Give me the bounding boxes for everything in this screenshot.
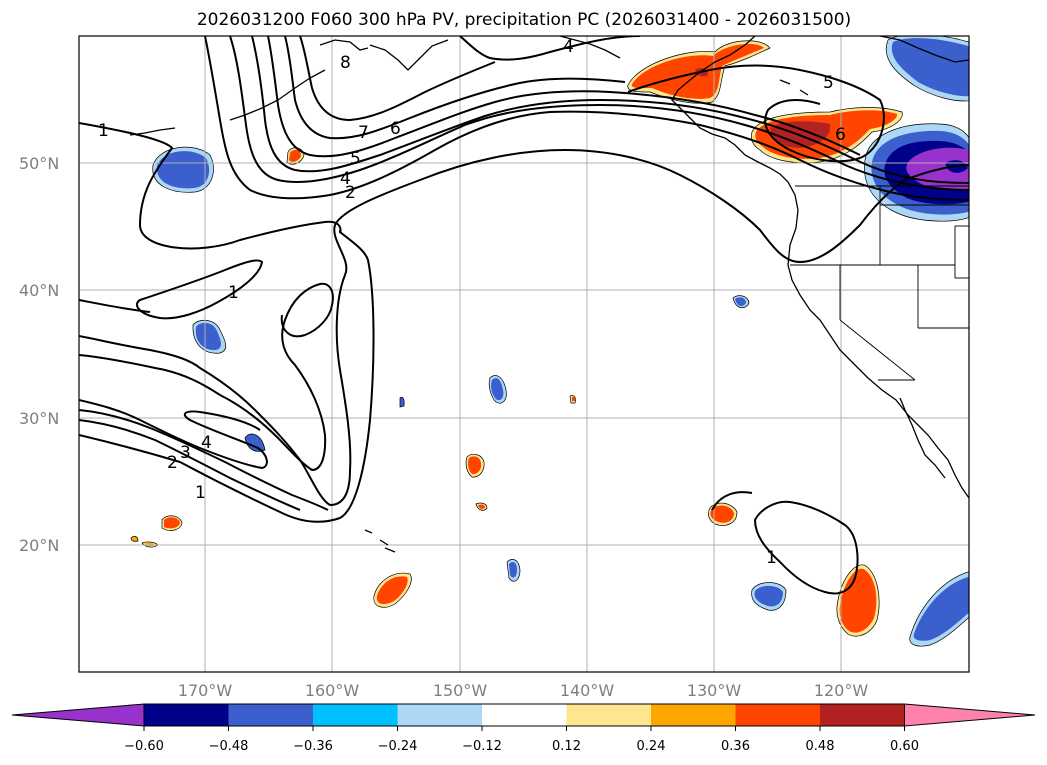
contour-label: 6 xyxy=(835,125,846,145)
colorbar-ticks xyxy=(143,726,905,731)
colorbar-tick-label: −0.60 xyxy=(124,739,164,754)
negative-precip-southeast xyxy=(909,571,969,647)
colorbar-segment xyxy=(228,704,313,726)
colorbar-tick-label: −0.24 xyxy=(378,739,418,754)
colorbar-tick-label: −0.48 xyxy=(209,739,249,754)
contour-label: 4 xyxy=(563,37,574,57)
contour-label: 1 xyxy=(195,483,206,503)
lon-label: 150°W xyxy=(433,681,488,700)
colorbar-segment xyxy=(482,704,567,726)
lon-label: 160°W xyxy=(305,681,360,700)
lon-label: 120°W xyxy=(814,681,869,700)
colorbar-segment xyxy=(144,704,229,726)
colorbar-extend-high xyxy=(904,703,1036,727)
contour-label: 4 xyxy=(340,169,351,189)
colorbar-tick-label: 0.48 xyxy=(806,739,835,754)
map-title: 2026031200 F060 300 hPa PV, precipitatio… xyxy=(197,10,851,30)
colorbar-extend-low xyxy=(11,703,145,727)
contour-label: 3 xyxy=(180,443,191,463)
colorbar-tick-label: −0.36 xyxy=(293,739,333,754)
colorbar-tick-label: 0.60 xyxy=(890,739,919,754)
precipitation-field xyxy=(130,36,969,647)
lon-label: 130°W xyxy=(687,681,742,700)
political-borders xyxy=(790,185,969,381)
longitude-axis: 170°W 160°W 150°W 140°W 130°W 120°W xyxy=(178,681,869,700)
latitude-axis: 50°N 40°N 30°N 20°N xyxy=(19,154,59,555)
contour-label: 1 xyxy=(766,548,777,568)
contour-label: 4 xyxy=(201,433,212,453)
colorbar-tick-label: 0.12 xyxy=(552,739,581,754)
colorbar-segment xyxy=(313,704,398,726)
contour-label: 1 xyxy=(228,283,239,303)
negative-precip-northeast-corner xyxy=(885,36,969,102)
colorbar-segment xyxy=(820,704,905,726)
contour-label: 8 xyxy=(340,53,351,73)
contour-label: 2 xyxy=(167,453,178,473)
colorbar-segment xyxy=(397,704,482,726)
lon-label: 170°W xyxy=(178,681,233,700)
negative-precip-small xyxy=(152,146,787,611)
colorbar-tick-label: −0.12 xyxy=(462,739,502,754)
colorbar-segment xyxy=(651,704,736,726)
contour-label: 5 xyxy=(350,149,361,169)
contour-label: 1 xyxy=(98,121,109,141)
lat-label: 20°N xyxy=(19,536,59,555)
contour-label: 2 xyxy=(345,183,356,203)
lat-label: 40°N xyxy=(19,281,59,300)
pv-contours xyxy=(79,36,969,595)
colorbar-tick-label: 0.24 xyxy=(637,739,666,754)
contour-label: 6 xyxy=(390,119,401,139)
colorbar-tick-label: 0.36 xyxy=(721,739,750,754)
lat-label: 50°N xyxy=(19,154,59,173)
colorbar-segment xyxy=(566,704,651,726)
plot-frame xyxy=(78,35,970,673)
colorbar: −0.60 −0.48 −0.36 −0.24 −0.12 0.12 0.24 … xyxy=(11,703,1036,754)
contour-label: 7 xyxy=(358,123,369,143)
positive-precip-small xyxy=(130,147,880,637)
lon-label: 140°W xyxy=(560,681,615,700)
colorbar-segment xyxy=(735,704,820,726)
contour-labels: 1 1 1 1 2 2 3 4 4 4 5 5 6 6 7 8 xyxy=(98,37,846,568)
colorbar-outline xyxy=(143,703,905,727)
lat-label: 30°N xyxy=(19,409,59,428)
contour-label: 5 xyxy=(823,73,834,93)
